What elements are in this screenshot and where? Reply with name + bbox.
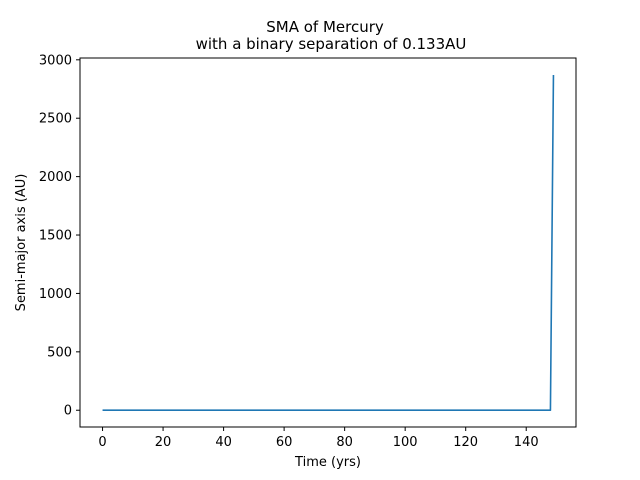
x-tick-label: 140 [514, 435, 539, 450]
chart-title-line-2: with a binary separation of 0.133AU [196, 35, 467, 53]
x-axis: 0 20 40 60 80 100 120 140 [98, 427, 539, 450]
y-tick-label: 1500 [39, 229, 72, 244]
chart-title-line-1: SMA of Mercury [266, 18, 384, 36]
series-line [102, 74, 555, 411]
y-tick-label: 2500 [39, 112, 72, 127]
x-tick-label: 40 [215, 435, 232, 450]
x-tick-label: 60 [276, 435, 293, 450]
x-tick-label: 20 [155, 435, 172, 450]
y-axis: 0 500 1000 1500 2000 2500 3000 [39, 53, 80, 419]
x-tick-label: 100 [393, 435, 418, 450]
y-tick-label: 2000 [39, 170, 72, 185]
x-tick-label: 80 [336, 435, 353, 450]
x-tick-label: 120 [453, 435, 478, 450]
y-tick-label: 500 [47, 345, 72, 360]
plot-area [79, 57, 577, 428]
y-axis-label: Semi-major axis (AU) [14, 174, 29, 312]
y-tick-label: 0 [64, 404, 72, 419]
x-axis-label: Time (yrs) [294, 455, 361, 470]
x-tick-label: 0 [98, 435, 106, 450]
y-tick-label: 3000 [39, 53, 72, 68]
y-tick-label: 1000 [39, 287, 72, 302]
plot-frame [79, 57, 577, 428]
